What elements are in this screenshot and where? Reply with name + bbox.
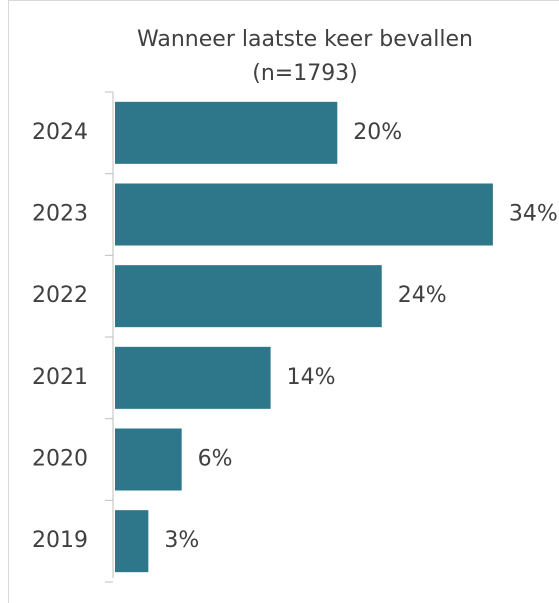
bar — [115, 265, 382, 328]
data-label: 24% — [398, 283, 447, 308]
y-tick-label: 2021 — [32, 365, 88, 390]
data-label: 34% — [509, 202, 558, 227]
chart-subtitle: (n=1793) — [252, 61, 358, 86]
chart-frame — [8, 0, 559, 603]
bar — [115, 101, 338, 164]
bar — [115, 510, 149, 573]
bar — [115, 346, 271, 409]
bar — [115, 183, 493, 246]
data-label: 3% — [164, 528, 199, 553]
y-tick-label: 2020 — [32, 447, 88, 472]
y-tick-label: 2022 — [32, 283, 88, 308]
bar — [115, 428, 182, 491]
data-label: 20% — [353, 120, 402, 145]
data-label: 6% — [198, 447, 233, 472]
y-tick-label: 2024 — [32, 120, 88, 145]
chart-title: Wanneer laatste keer bevallen — [137, 27, 473, 52]
y-tick-label: 2019 — [32, 528, 88, 553]
y-tick-label: 2023 — [32, 202, 88, 227]
data-label: 14% — [287, 365, 336, 390]
